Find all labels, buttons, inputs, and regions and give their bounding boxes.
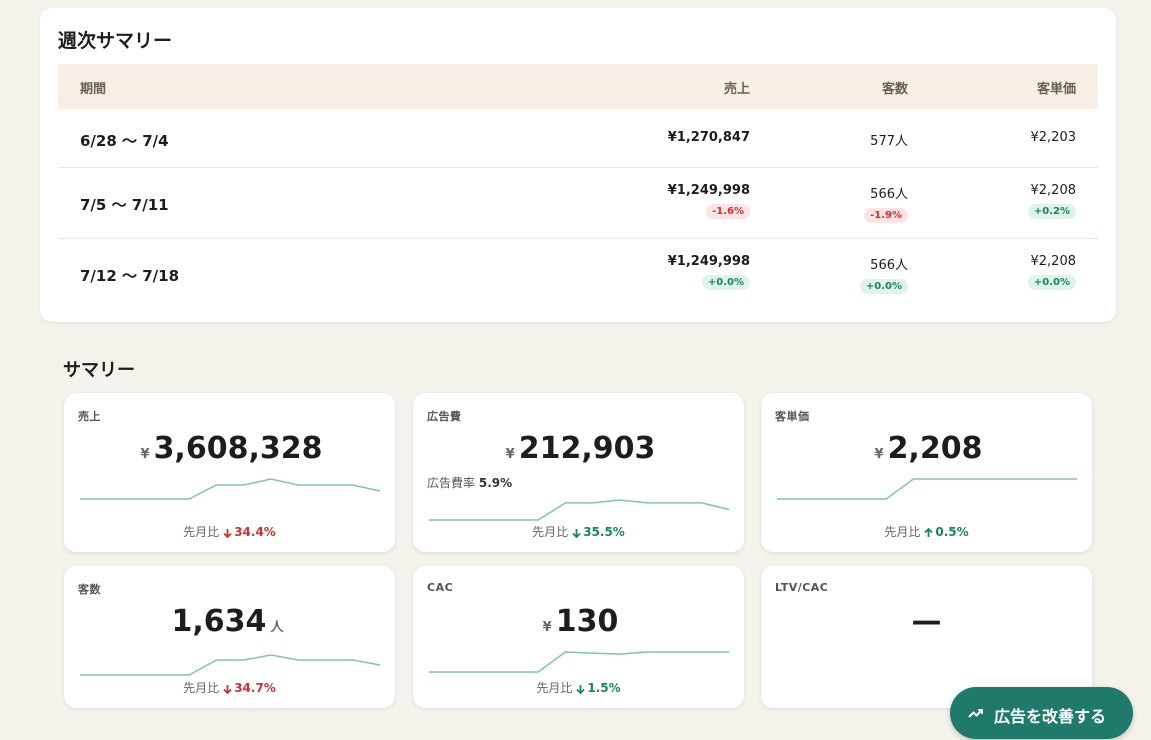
sales: ¥1,249,998: [667, 254, 750, 269]
kpi-value: 1,634: [171, 604, 267, 639]
improve-ads-button[interactable]: 広告を改善する: [950, 687, 1133, 739]
change-badge: +0.0%: [701, 275, 750, 290]
column-header: 客数: [881, 82, 908, 97]
table-header: 期間 売上 客数 客単価: [58, 64, 1098, 109]
change-badge: +0.0%: [1027, 275, 1076, 290]
kpi-card: 客単価 ¥2,208 先月比 0.5%: [761, 393, 1092, 552]
sales: ¥1,270,847: [667, 130, 750, 145]
column-header: 期間: [80, 82, 107, 97]
kpi-value: 3,608,328: [153, 431, 323, 466]
change-badge: +0.0%: [859, 279, 908, 294]
sparkline: [429, 651, 729, 673]
arrow-down: [572, 528, 581, 538]
trend-line: [429, 651, 729, 673]
comparison-value: 1.5%: [587, 681, 621, 695]
period: 7/12 〜 7/18: [80, 267, 180, 285]
kpi-card: CAC ¥130 先月比 1.5%: [413, 566, 744, 708]
sparkline: [777, 478, 1077, 500]
comparison-label: 先月比: [183, 681, 220, 695]
button-label: 広告を改善する: [994, 707, 1107, 726]
currency: ¥: [874, 447, 884, 462]
customers: 566人: [870, 187, 908, 202]
kpi-value: 2,208: [887, 431, 983, 466]
unit-price: ¥2,203: [1030, 130, 1077, 145]
sparkline: [80, 654, 381, 676]
kpi-value: —: [911, 604, 942, 639]
arrow-down: [223, 684, 232, 694]
comparison-value: 34.4%: [234, 525, 276, 539]
comparison-label: 先月比: [536, 681, 573, 695]
trend-line: [429, 499, 730, 521]
trend-line: [80, 478, 381, 500]
kpi-label: CAC: [427, 581, 454, 594]
sparkline: [429, 499, 730, 521]
section-title: 週次サマリー: [58, 30, 173, 52]
section-title: サマリー: [63, 360, 135, 381]
period: 7/5 〜 7/11: [80, 196, 169, 214]
kpi-label: 広告費: [427, 410, 462, 423]
comparison-value: 0.5%: [935, 525, 969, 539]
unit-price: ¥2,208: [1030, 254, 1077, 269]
change-badge: -1.9%: [864, 208, 908, 223]
kpi-value: 212,903: [518, 431, 656, 466]
unit: 人: [270, 620, 284, 635]
table-row: 7/12 〜 7/18 ¥1,249,998 +0.0% 566人 +0.0% ¥2…: [58, 239, 1098, 309]
sales: ¥1,249,998: [667, 183, 750, 198]
arrow-down: [576, 684, 585, 694]
kpi-card: LTV/CAC —: [761, 566, 1092, 708]
unit-price: ¥2,208: [1030, 183, 1077, 198]
kpi-card: 広告費 ¥212,903 広告費率 5.9% 先月比 35.5%: [413, 393, 744, 552]
trend-line: [80, 654, 381, 676]
customers: 577人: [870, 134, 908, 149]
currency: ¥: [140, 447, 150, 462]
table-row: 6/28 〜 7/4 ¥1,270,847 577人 ¥2,203: [58, 110, 1098, 168]
kpi-card: 客数 1,634 人 先月比 34.7%: [64, 566, 395, 708]
currency: ¥: [542, 620, 552, 635]
kpi-label: 客単価: [775, 410, 810, 423]
table-row: 7/5 〜 7/11 ¥1,249,998 -1.6% 566人 -1.9% ¥2,…: [58, 168, 1098, 239]
comparison-label: 先月比: [183, 525, 220, 539]
kpi-value: 130: [555, 604, 619, 639]
kpi-label: 売上: [78, 410, 101, 423]
comparison-label: 先月比: [532, 525, 569, 539]
sub-value: 5.9%: [478, 476, 513, 490]
comparison-value: 34.7%: [234, 681, 276, 695]
change-badge: +0.2%: [1027, 204, 1076, 219]
sparkline: [80, 478, 381, 500]
comparison-label: 先月比: [884, 525, 921, 539]
weekly-summary: 週次サマリー 期間 売上 客数 客単価 6/28 〜 7/4 ¥1,270,84…: [40, 8, 1116, 322]
currency: ¥: [505, 447, 515, 462]
change-badge: -1.6%: [706, 204, 750, 219]
column-header: 売上: [723, 82, 750, 97]
trend-line: [777, 478, 1077, 500]
customers: 566人: [870, 258, 908, 273]
arrow-down: [223, 528, 232, 538]
column-header: 客単価: [1036, 82, 1076, 97]
kpi-card: 売上 ¥3,608,328 先月比 34.4%: [64, 393, 395, 552]
kpi-label: LTV/CAC: [775, 581, 829, 594]
kpi-label: 客数: [78, 583, 101, 596]
trend-icon: [968, 709, 983, 718]
period: 6/28 〜 7/4: [80, 132, 169, 150]
arrow-up: [924, 527, 933, 537]
sub-label: 広告費率: [427, 476, 476, 490]
comparison-value: 35.5%: [583, 525, 625, 539]
